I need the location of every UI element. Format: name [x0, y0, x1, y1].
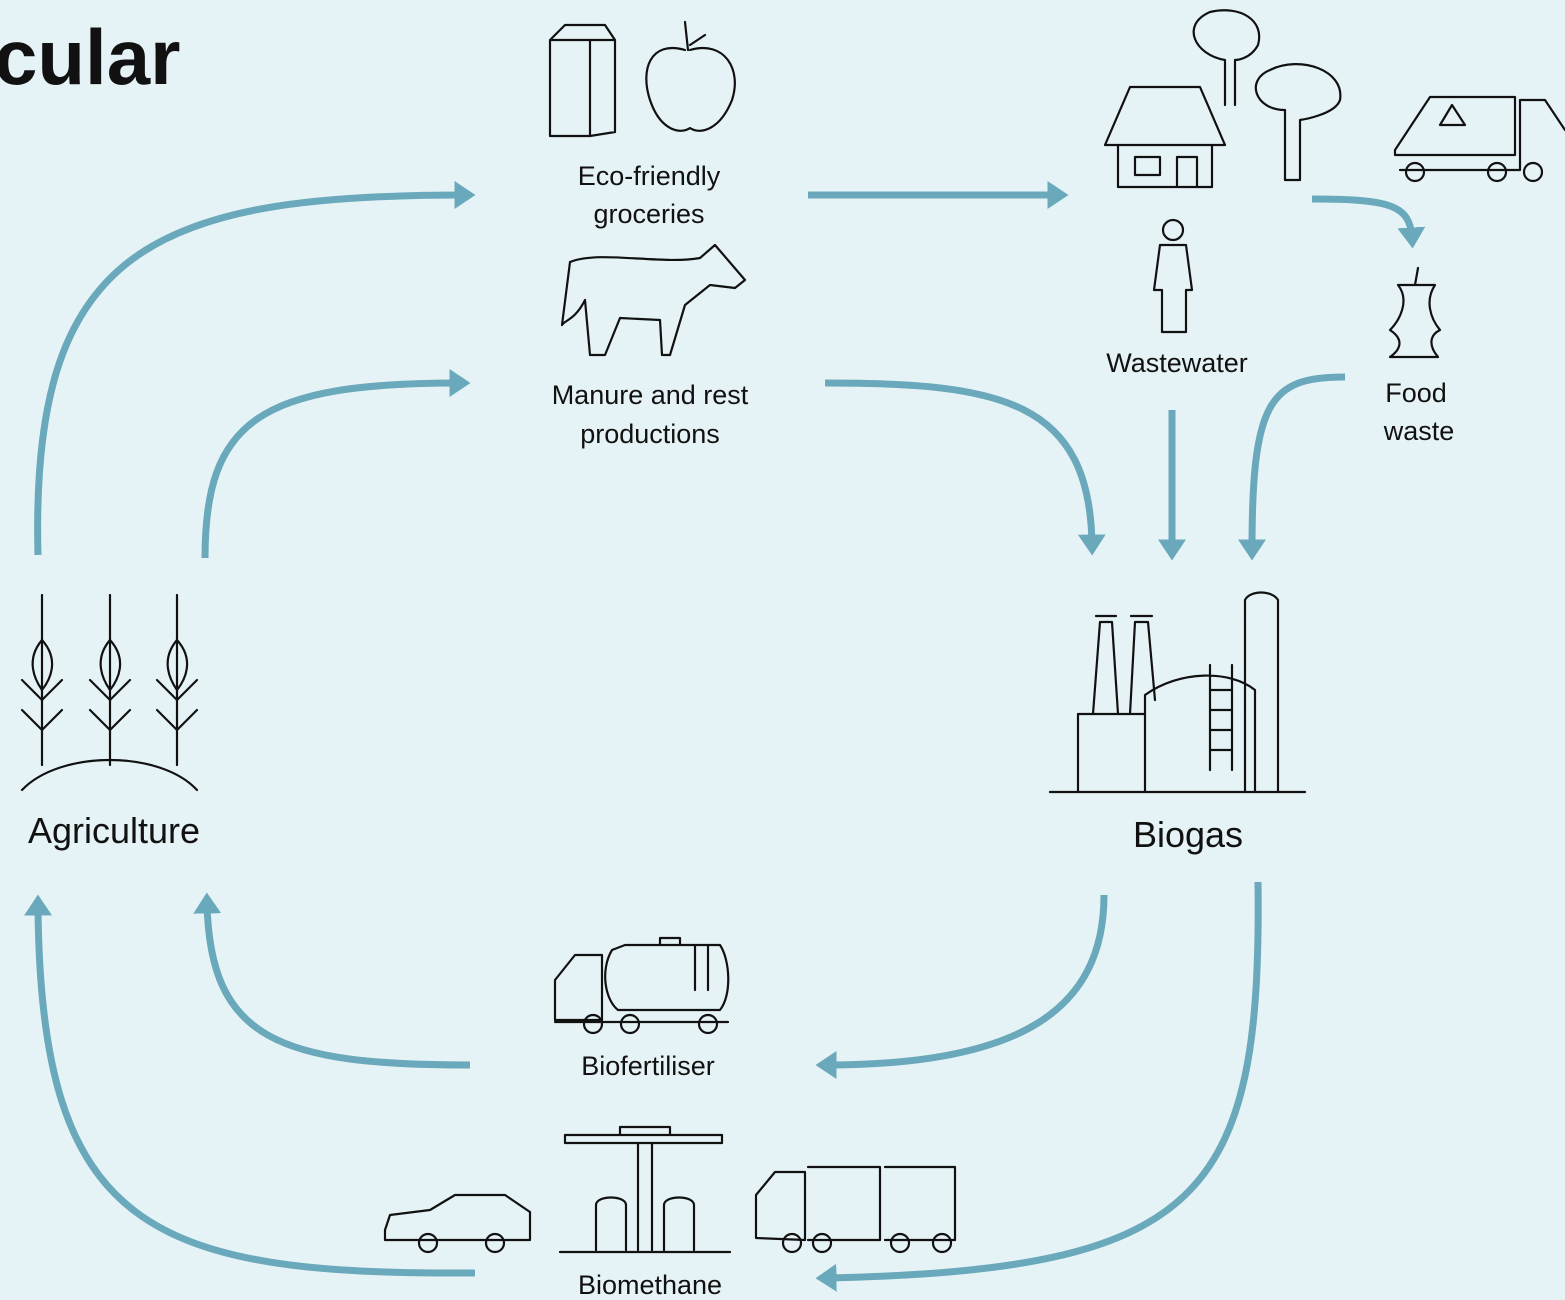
tanker-icon — [555, 938, 728, 1033]
node-label: Biogas — [1133, 814, 1243, 855]
node-label: Food — [1385, 378, 1447, 408]
arrow — [38, 195, 465, 555]
node-label: productions — [580, 419, 720, 449]
node-label: Manure and rest — [552, 380, 749, 410]
node-label: Biofertiliser — [581, 1051, 715, 1081]
node-label: Wastewater — [1106, 348, 1248, 378]
title: cular — [0, 13, 180, 101]
truck-icon — [1395, 97, 1565, 181]
node-label: Eco-friendly — [578, 161, 721, 191]
node-label: groceries — [593, 199, 704, 229]
groceries-icon — [550, 22, 735, 136]
page: cular — [0, 0, 1565, 1300]
node-label: Agriculture — [28, 810, 200, 851]
arrow — [205, 383, 460, 558]
fuel-station-icon — [385, 1127, 955, 1252]
diagram: cular — [0, 0, 1565, 1300]
biogas-plant-icon — [1050, 593, 1305, 793]
wheat-icon — [22, 595, 197, 790]
arrow — [826, 895, 1104, 1065]
arrow — [38, 905, 475, 1273]
apple-core-icon — [1390, 268, 1440, 357]
arrow — [826, 882, 1258, 1278]
cow-icon — [562, 245, 745, 355]
arrow — [1252, 377, 1345, 550]
arrow — [207, 903, 470, 1065]
arrow — [825, 383, 1092, 545]
arrow — [1312, 199, 1412, 238]
house-trees-icon — [1105, 10, 1340, 332]
node-label: Biomethane — [578, 1270, 722, 1300]
node-label: waste — [1383, 416, 1455, 446]
